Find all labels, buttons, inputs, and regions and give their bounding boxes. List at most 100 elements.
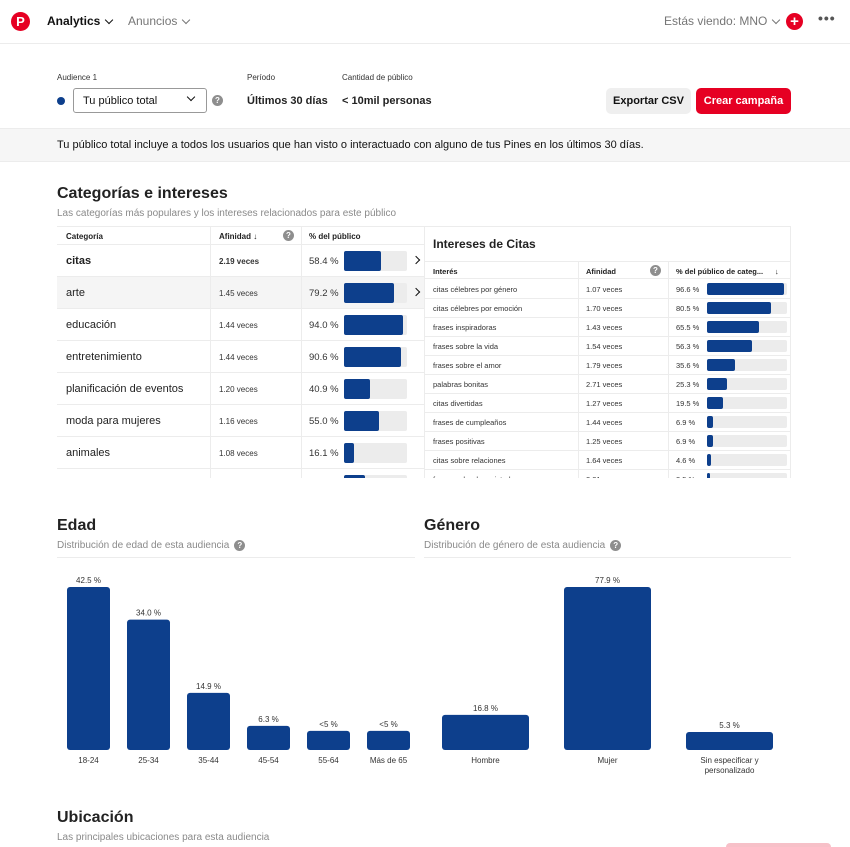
pct-bar-fill [344, 347, 402, 367]
help-icon[interactable]: ? [610, 540, 622, 551]
table-row[interactable]: palabras bonitas 2.71 veces 25.3 % [425, 375, 790, 394]
table-row[interactable]: moda para mujeres 1.16 veces 55.0 % [57, 405, 424, 437]
table-row[interactable]: educación 1.44 veces 94.0 % [57, 309, 424, 341]
col-affinity[interactable]: Afinidad ↓ [219, 232, 257, 241]
bar[interactable] [67, 587, 110, 750]
table-row[interactable]: frases sobre el amor 1.79 veces 35.6 % [425, 356, 790, 375]
table-row[interactable]: frases de cumpleaños 1.44 veces 6.9 % [425, 413, 790, 432]
table-row[interactable]: citas célebres por género 1.07 veces 96.6 … [425, 280, 790, 299]
account-switcher[interactable]: Estás viendo: MNO [664, 14, 781, 28]
table-row[interactable]: citas célebres por emoción 1.70 veces 80.5… [425, 299, 790, 318]
pct-bar-track [707, 321, 787, 333]
gender-subtitle-text: Distribución de género de esta audiencia [424, 540, 606, 551]
data-label: 77.9 % [595, 576, 620, 585]
interest-pct: 6.9 % [676, 437, 696, 446]
x-tick-label: Más de 65 [370, 756, 408, 765]
pct-bar-track [707, 302, 787, 314]
help-icon[interactable]: ? [234, 540, 246, 551]
table-row[interactable]: citas 2.19 veces 58.4 % [57, 245, 424, 277]
category-affinity: 1.20 veces [219, 385, 258, 394]
bar[interactable] [442, 714, 529, 750]
divider [57, 557, 415, 558]
create-plus-icon[interactable]: + [786, 13, 803, 30]
col-pct[interactable]: % del público de categ... [676, 267, 764, 276]
interest-name: frases inspiradoras [433, 323, 497, 332]
export-csv-button[interactable]: Exportar CSV [606, 88, 691, 114]
table-row[interactable] [57, 469, 424, 478]
ads-label: Anuncios [128, 14, 178, 28]
table-row[interactable]: arte 1.45 veces 79.2 % [57, 277, 424, 309]
table-row[interactable]: planificación de eventos 1.20 veces 40.9 % [57, 373, 424, 405]
analytics-menu[interactable]: Analytics [47, 14, 114, 28]
col-interest[interactable]: Interés [433, 267, 458, 276]
pct-bar-track [707, 473, 787, 478]
interest-pct: 65.5 % [676, 323, 700, 332]
audience-select[interactable]: Tu público total [73, 88, 207, 113]
col-category[interactable]: Categoría [66, 232, 103, 241]
location-subtitle: Las principales ubicaciones para esta au… [57, 832, 269, 843]
pct-bar-track [344, 315, 407, 335]
category-pct: 55.0 % [309, 416, 339, 427]
help-icon[interactable]: ? [283, 230, 294, 241]
table-row[interactable]: entretenimiento 1.44 veces 90.6 % [57, 341, 424, 373]
data-label: <5 % [379, 720, 397, 729]
bar[interactable] [686, 732, 773, 750]
bar[interactable] [187, 692, 230, 750]
pct-bar-track [707, 416, 787, 428]
info-banner: Tu público total incluye a todos los usu… [0, 128, 850, 162]
interest-pct: 35.6 % [676, 361, 700, 370]
interest-pct: 3.5 % [676, 475, 695, 478]
table-row[interactable]: animales 1.08 veces 16.1 % [57, 437, 424, 469]
location-title: Ubicación [57, 809, 134, 826]
interest-name: citas sobre relaciones [433, 456, 506, 465]
pct-bar-fill [707, 473, 710, 478]
interest-affinity: 1.54 veces [586, 342, 623, 351]
table-row[interactable]: frases sobre la vida 1.54 veces 56.3 % [425, 337, 790, 356]
age-title: Edad [57, 517, 97, 534]
table-row[interactable]: frases sobre la amistad 2.21 veces 3.5 % [425, 470, 790, 478]
create-campaign-button[interactable]: Crear campaña [696, 88, 791, 114]
period-label: Período [247, 73, 276, 82]
help-icon[interactable]: ? [212, 95, 223, 106]
chevron-right-icon[interactable] [411, 255, 421, 265]
pct-bar-track [344, 411, 407, 431]
location-action-button[interactable] [726, 843, 831, 847]
pct-bar-fill [344, 411, 379, 431]
pct-bar-fill [707, 359, 736, 371]
table-row[interactable]: citas divertidas 1.27 veces 19.5 % [425, 394, 790, 413]
period-value: Últimos 30 días [247, 95, 328, 107]
column-divider [301, 227, 302, 478]
bar[interactable] [367, 730, 410, 750]
pct-bar-track [707, 435, 787, 447]
bar[interactable] [564, 587, 651, 750]
table-row[interactable]: frases inspiradoras 1.43 veces 65.5 % [425, 318, 790, 337]
gender-title: Género [424, 517, 481, 534]
chevron-down-icon [105, 15, 114, 24]
pinterest-logo-icon[interactable]: P [11, 12, 30, 31]
category-pct: 16.1 % [309, 448, 339, 459]
age-bar-chart: 42.5 % 18-24 34.0 % 25-34 14.9 % 35-44 6.3 % 45… [67, 576, 410, 765]
col-pct[interactable]: % del público [309, 232, 361, 241]
help-icon[interactable]: ? [650, 265, 661, 276]
ads-menu[interactable]: Anuncios [128, 14, 191, 28]
category-affinity: 1.44 veces [219, 321, 258, 330]
sort-down-icon[interactable]: ↓ [775, 267, 779, 276]
category-name: educación [66, 319, 117, 331]
bar[interactable] [247, 725, 290, 750]
table-row[interactable]: citas sobre relaciones 1.64 veces 4.6 % [425, 451, 790, 470]
pct-bar-fill [344, 283, 394, 303]
bar[interactable] [127, 619, 170, 750]
more-options-icon[interactable]: ••• [818, 10, 836, 26]
account-label: Estás viendo: MNO [664, 14, 768, 28]
table-row[interactable]: frases positivas 1.25 veces 6.9 % [425, 432, 790, 451]
chevron-right-icon[interactable] [411, 287, 421, 297]
pct-bar-track [344, 283, 407, 303]
data-label: 34.0 % [136, 609, 161, 618]
pct-bar-track [707, 454, 787, 466]
bar[interactable] [307, 730, 350, 750]
pct-bar-track [344, 347, 407, 367]
data-label: 42.5 % [76, 576, 101, 585]
interest-affinity: 1.64 veces [586, 456, 623, 465]
pct-bar-track [344, 379, 407, 399]
col-affinity[interactable]: Afinidad [586, 267, 616, 276]
